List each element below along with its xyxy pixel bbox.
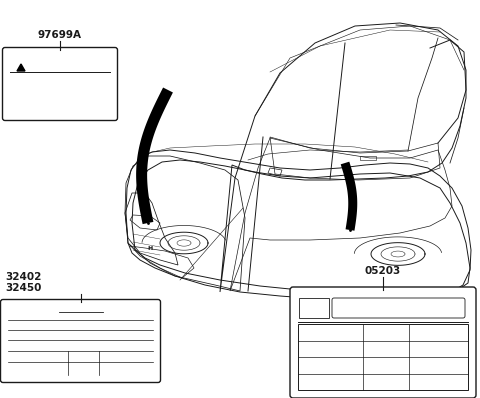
FancyBboxPatch shape (290, 287, 476, 398)
Bar (299, 298, 329, 318)
FancyBboxPatch shape (0, 300, 160, 382)
Polygon shape (136, 88, 173, 224)
Bar (298, 324, 468, 390)
Text: 32402: 32402 (5, 272, 41, 282)
Text: 97699A: 97699A (38, 30, 82, 40)
Text: H: H (147, 246, 153, 250)
Polygon shape (17, 64, 25, 71)
FancyBboxPatch shape (2, 47, 118, 121)
Bar (360, 156, 376, 160)
Text: 05203: 05203 (365, 266, 401, 276)
FancyBboxPatch shape (332, 298, 465, 318)
Polygon shape (341, 162, 357, 231)
Text: 32450: 32450 (5, 283, 41, 293)
